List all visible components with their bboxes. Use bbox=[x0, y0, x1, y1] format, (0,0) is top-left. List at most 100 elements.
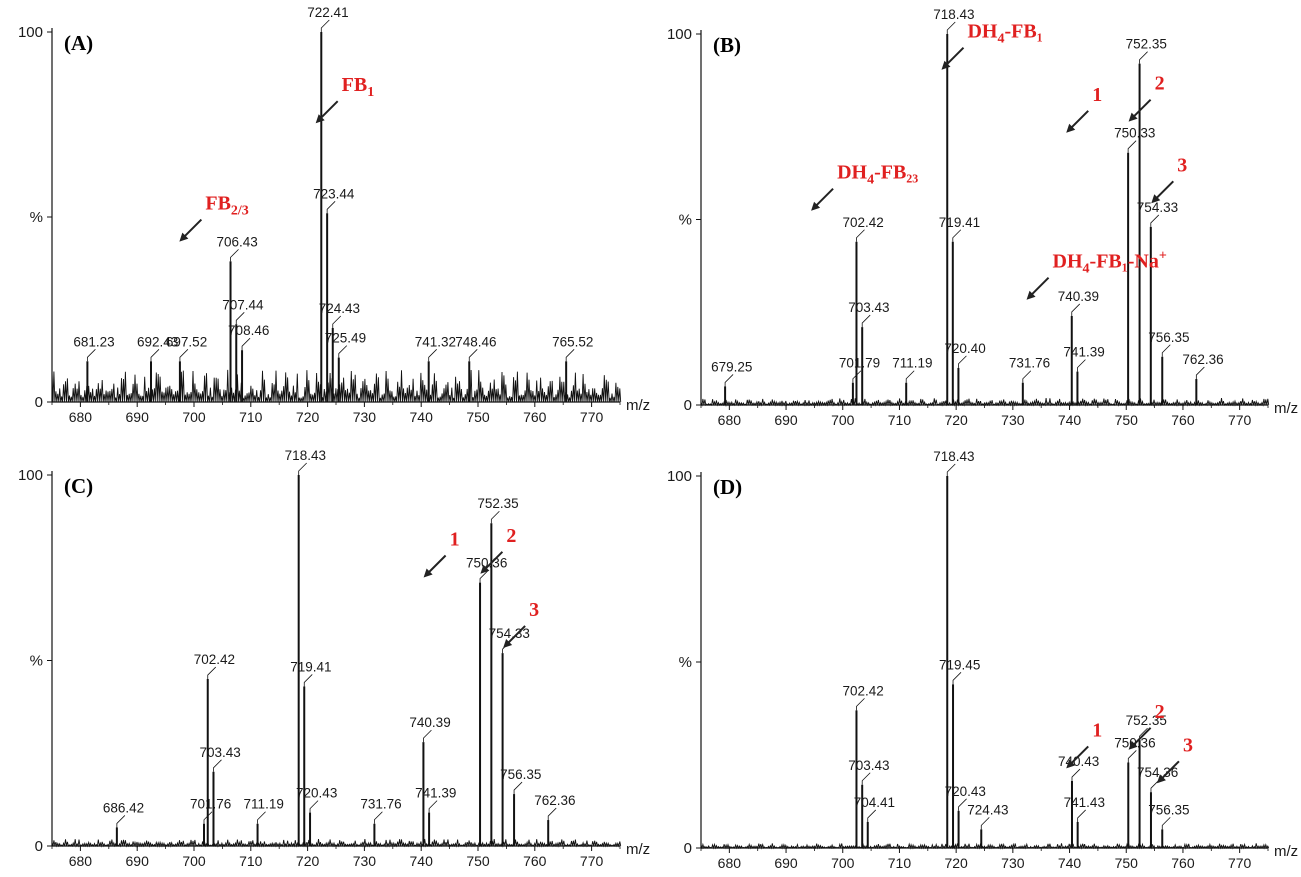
spectrum-panel-c: (C) 686.42 701.76 702.42 703.43 711.19 718.43 7… bbox=[18, 448, 650, 869]
peak-label: 731.76 bbox=[360, 797, 401, 812]
annotation-label: FB1 bbox=[342, 74, 375, 100]
peak-label: 711.19 bbox=[244, 797, 284, 812]
x-tick-label: 750 bbox=[1115, 412, 1139, 428]
y-tick-label: % bbox=[30, 653, 43, 670]
x-tick-label: 760 bbox=[1171, 412, 1195, 428]
arrow-head-icon bbox=[423, 568, 433, 578]
peak-label: 706.43 bbox=[217, 234, 258, 249]
peak-label: 718.43 bbox=[285, 448, 326, 463]
peak-leader bbox=[207, 666, 217, 680]
x-tick-label: 680 bbox=[718, 412, 742, 428]
x-tick-label: 710 bbox=[239, 853, 263, 869]
annotation-label: DH4-FB₂₃ bbox=[837, 162, 918, 188]
peak-leader bbox=[468, 349, 478, 362]
peak-leader bbox=[513, 781, 523, 795]
peak-leader bbox=[241, 337, 251, 351]
x-tick-label: 730 bbox=[353, 409, 377, 425]
y-tick-label: % bbox=[30, 209, 43, 226]
peak-leader bbox=[905, 370, 915, 383]
peak-label: 722.41 bbox=[307, 5, 348, 20]
arrow-head-icon bbox=[1128, 740, 1138, 750]
x-tick-label: 720 bbox=[944, 412, 968, 428]
arrow-head-icon bbox=[1151, 194, 1161, 204]
peak-label: 731.76 bbox=[1009, 356, 1050, 371]
peak-leader bbox=[724, 374, 734, 387]
peak-label: 681.23 bbox=[73, 334, 114, 349]
peak-label: 686.42 bbox=[103, 800, 144, 815]
panel-label: (C) bbox=[64, 474, 93, 498]
peak-label: 741.39 bbox=[415, 786, 456, 801]
panel-label: (D) bbox=[713, 475, 742, 499]
peak-leader bbox=[86, 349, 96, 362]
y-tick-label: 100 bbox=[18, 467, 43, 484]
y-tick-label: % bbox=[679, 212, 692, 229]
x-tick-label: 690 bbox=[774, 412, 798, 428]
peak-leader bbox=[1071, 768, 1081, 782]
arrow-head-icon bbox=[1128, 112, 1138, 122]
y-tick-label: 100 bbox=[667, 26, 692, 43]
peak-leader bbox=[856, 229, 865, 242]
peak-label: 724.43 bbox=[967, 802, 1008, 817]
peak-leader bbox=[565, 349, 575, 362]
arrow-head-icon bbox=[1156, 774, 1166, 784]
x-tick-label: 710 bbox=[888, 412, 912, 428]
peak-label: 701.76 bbox=[190, 797, 231, 812]
peak-leader bbox=[547, 807, 557, 821]
x-tick-label: 700 bbox=[831, 412, 855, 428]
annotation-label: 1 bbox=[1092, 719, 1102, 741]
panel-label: (B) bbox=[713, 33, 741, 57]
x-tick-label: 750 bbox=[466, 853, 490, 869]
peak-label: 703.43 bbox=[848, 758, 889, 773]
peak-label: 741.32 bbox=[415, 334, 456, 349]
annotation-label: DH4-FB₁-Na+ bbox=[1053, 249, 1167, 277]
annotation-label: 2 bbox=[1155, 701, 1165, 723]
peak-label: 754.36 bbox=[1137, 765, 1178, 780]
annotation-label: 3 bbox=[1183, 734, 1193, 756]
peak-label: 702.42 bbox=[194, 652, 235, 667]
peak-leader bbox=[861, 314, 871, 328]
peak-leader bbox=[1150, 214, 1160, 227]
x-tick-label: 730 bbox=[353, 853, 377, 869]
peak-label: 703.43 bbox=[199, 745, 240, 760]
x-tick-label: 690 bbox=[126, 853, 150, 869]
annotation-label: 1 bbox=[450, 528, 460, 550]
x-tick-label: 720 bbox=[944, 855, 968, 871]
annotation-subscript: 4 bbox=[1083, 262, 1090, 277]
annotation-suffix: -FB₂₃ bbox=[874, 162, 918, 184]
peak-label: 762.36 bbox=[1182, 352, 1223, 367]
peak-label: 704.41 bbox=[854, 795, 895, 810]
peak-label: 720.43 bbox=[296, 786, 337, 801]
x-tick-label: 700 bbox=[831, 855, 855, 871]
x-tick-label: 680 bbox=[69, 853, 93, 869]
peak-leader bbox=[1150, 779, 1160, 793]
peak-label: 740.39 bbox=[1058, 289, 1099, 304]
annotation-label: 2 bbox=[1155, 73, 1165, 95]
x-tick-label: 680 bbox=[69, 409, 93, 425]
arrow-head-icon bbox=[811, 201, 821, 211]
peak-leader bbox=[298, 462, 307, 475]
peak-label: 741.39 bbox=[1063, 345, 1104, 360]
peak-leader bbox=[1139, 51, 1148, 64]
annotation-suffix: -FB₁ bbox=[1004, 21, 1042, 43]
x-tick-label: 770 bbox=[1228, 855, 1252, 871]
peak-label: 725.49 bbox=[325, 331, 366, 346]
annotation-label: 2 bbox=[506, 525, 516, 547]
peak-label: 756.35 bbox=[500, 767, 541, 782]
peak-label: 752.35 bbox=[477, 496, 518, 511]
noise-trace bbox=[700, 398, 1270, 407]
peak-label: 741.43 bbox=[1064, 795, 1105, 810]
peak-label: 754.33 bbox=[1137, 200, 1178, 215]
peak-leader bbox=[958, 355, 967, 368]
x-axis-label: m/z bbox=[1274, 843, 1298, 860]
peak-leader bbox=[1077, 809, 1086, 822]
peak-leader bbox=[1022, 370, 1032, 383]
peak-leader bbox=[230, 249, 239, 262]
peak-label: 756.35 bbox=[1148, 330, 1189, 345]
peak-label: 720.40 bbox=[944, 341, 985, 356]
peak-leader bbox=[1071, 303, 1081, 316]
peak-leader bbox=[952, 229, 962, 242]
peak-leader bbox=[332, 315, 342, 328]
x-tick-label: 770 bbox=[580, 409, 604, 425]
x-tick-label: 720 bbox=[296, 409, 320, 425]
